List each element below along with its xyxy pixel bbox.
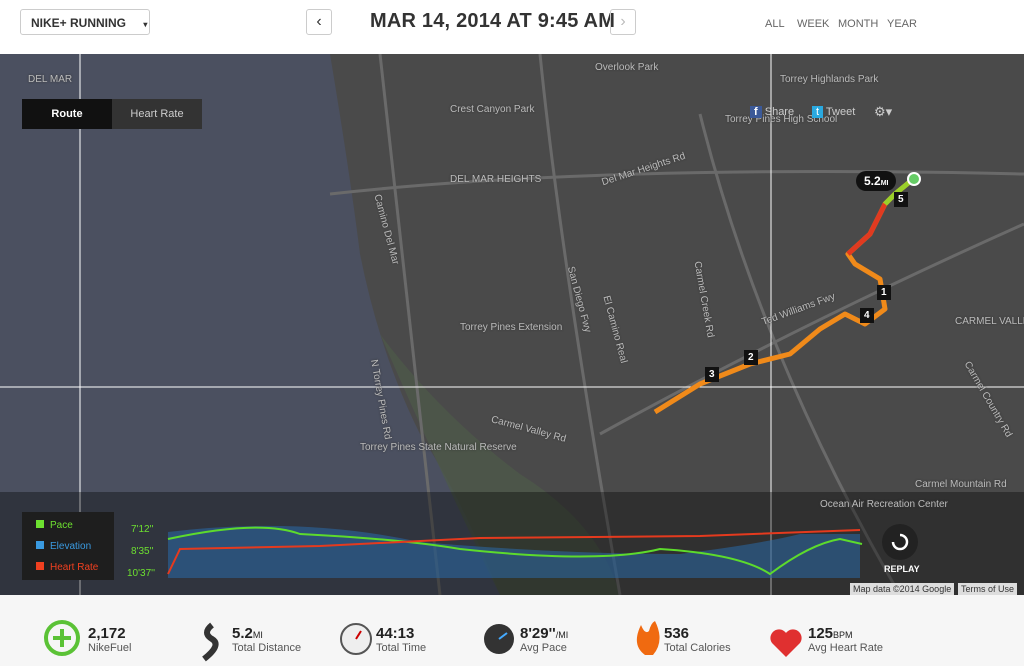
map-label: Torrey Pines State Natural Reserve — [360, 442, 517, 453]
marker-label: 4 — [860, 308, 874, 323]
legend-label: Heart Rate — [50, 562, 99, 573]
terms-link[interactable]: Terms of Use — [958, 583, 1018, 595]
filter[interactable]: MONTH — [838, 18, 879, 30]
legend-label: Elevation — [50, 541, 92, 552]
replay-button[interactable]: REPLAY — [884, 564, 920, 574]
share-button[interactable]: f Share — [750, 106, 794, 118]
map[interactable]: DEL MAR Crest Canyon Park Overlook Park … — [0, 54, 1024, 595]
ocean — [0, 54, 500, 595]
legend-label: Pace — [50, 520, 73, 531]
stat-number: 125 — [808, 625, 834, 642]
route-tab[interactable]: Route — [22, 99, 112, 129]
tweet-button[interactable]: t Tweet — [812, 106, 855, 118]
stat-unit: BPM — [833, 630, 853, 640]
distance-flag: 5.2MI — [856, 171, 897, 191]
heart-rate-tab[interactable]: Heart Rate — [112, 99, 202, 129]
distance-unit: MI — [880, 180, 889, 187]
stat-label: Total Distance — [232, 642, 302, 654]
stat-label: Avg Heart Rate — [808, 642, 884, 654]
axis-label: 7'12'' — [131, 524, 154, 535]
map-label: CARMEL VALLEY — [955, 316, 1024, 327]
map-label: Crest Canyon Park — [450, 104, 535, 115]
stat-label: Total Time — [376, 642, 427, 654]
stat-value: 536 — [664, 625, 690, 642]
stat-label: Total Calories — [664, 642, 731, 654]
header: NIKE+ RUNNING ▾ ‹ MAR 14, 2014 AT 9:45 A… — [0, 0, 1024, 54]
marker-label: 2 — [744, 350, 758, 365]
marker: 1 — [877, 282, 891, 300]
route-segment — [846, 202, 888, 256]
stat-value: 44:13 — [376, 625, 415, 642]
distance-value: 5.2 — [864, 174, 881, 188]
map-label: Overlook Park — [595, 62, 659, 73]
run-date: MAR 14, 2014 AT 9:45 AM — [370, 10, 616, 32]
axis-label: 10'37'' — [127, 568, 155, 579]
stat-icons — [44, 620, 802, 662]
map-label: Torrey Highlands Park — [780, 74, 879, 85]
legend-item[interactable]: Pace — [36, 520, 73, 531]
axis-label: 8'35'' — [131, 546, 154, 557]
stat-number: 5.2 — [232, 625, 253, 642]
reserve — [380, 334, 620, 595]
stat-value: 5.2MI — [232, 625, 263, 642]
stat-value: 125BPM — [808, 625, 853, 642]
prev-button[interactable]: ‹ — [306, 9, 332, 35]
filter[interactable]: ALL — [765, 18, 785, 30]
end-point — [907, 172, 921, 186]
marker: 2 — [744, 347, 758, 365]
route — [653, 178, 914, 415]
stat-label: Avg Pace — [520, 642, 567, 654]
marker: 4 — [860, 305, 874, 323]
tweet-label: Tweet — [825, 106, 856, 118]
graph-legend: Pace Elevation Heart Rate — [22, 512, 114, 580]
stat-unit: /MI — [555, 630, 569, 640]
map-label: DEL MAR HEIGHTS — [450, 174, 542, 185]
stat-value: 8'29''/MI — [520, 625, 568, 642]
marker: 3 — [705, 364, 719, 382]
next-button[interactable]: › — [610, 9, 636, 35]
filter[interactable]: WEEK — [797, 18, 830, 30]
map-layer — [0, 54, 1024, 595]
marker-label: 3 — [705, 367, 719, 382]
map-label: Ocean Air Recreation Center — [820, 499, 948, 510]
legend-item[interactable]: Heart Rate — [36, 562, 98, 573]
share-label: Share — [764, 106, 795, 118]
settings-button[interactable]: ⚙▾ — [874, 104, 893, 119]
stat-label: NikeFuel — [88, 642, 132, 654]
map-label: Torrey Pines High School — [725, 114, 838, 125]
track-graph — [0, 492, 1024, 595]
stats-bar: 2,172 NikeFuel 5.2MI Total Distance 44:1… — [0, 595, 1024, 666]
stat-unit: MI — [252, 630, 263, 640]
map-label: Carmel Mountain Rd — [915, 479, 1007, 490]
marker: 5 — [894, 189, 908, 207]
map-label: DEL MAR — [28, 74, 73, 85]
stat-value: 2,172 — [88, 625, 126, 642]
marker-label: 1 — [877, 285, 891, 300]
app-select[interactable]: NIKE+ RUNNING ▾ — [20, 9, 150, 35]
legend-item[interactable]: Elevation — [36, 541, 91, 552]
stat-number: 8'29'' — [520, 625, 556, 642]
marker-label: 5 — [894, 192, 908, 207]
attribution: Map data ©2014 Google — [850, 583, 955, 595]
filter[interactable]: YEAR — [887, 18, 917, 30]
app-name: NIKE+ RUNNING — [31, 16, 127, 30]
map-label: Torrey Pines Extension — [460, 322, 563, 333]
